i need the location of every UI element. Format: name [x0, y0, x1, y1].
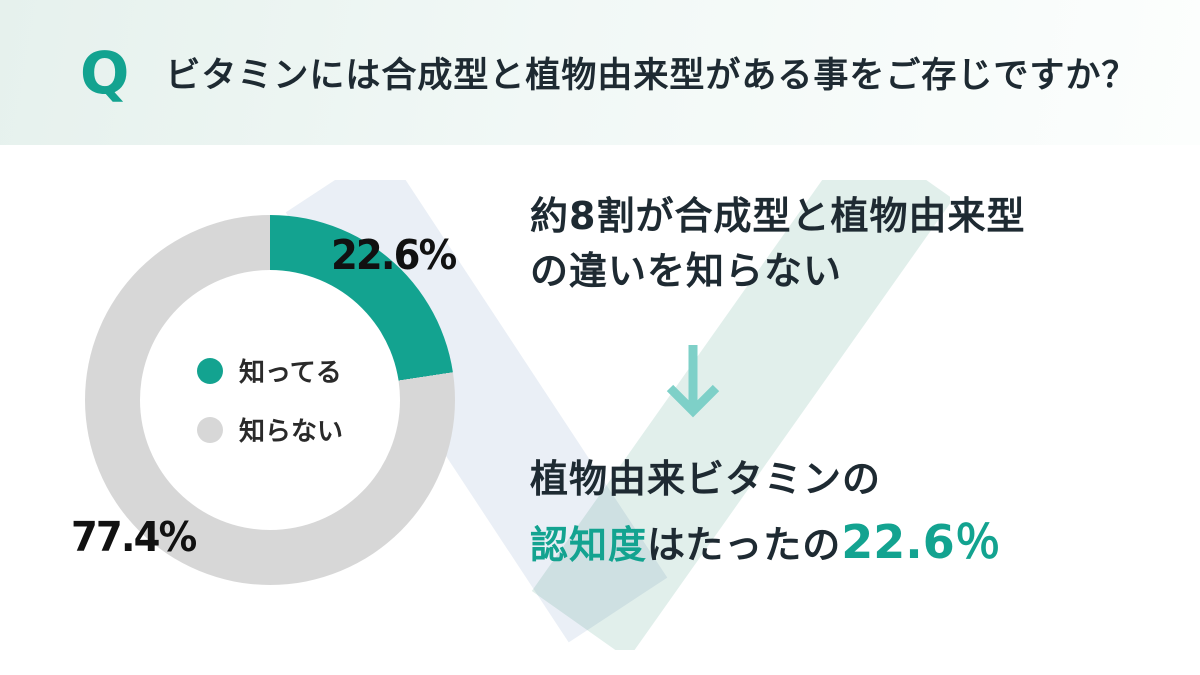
legend-label-know: 知ってる	[238, 358, 342, 388]
legend-dot-know-icon	[196, 357, 223, 384]
legend-label-dont-know: 知らない	[238, 417, 344, 447]
question-header: Q ビタミンには合成型と植物由来型がある事をご存じですか？	[0, 0, 1200, 145]
checkmark-decoration-icon	[285, 180, 950, 650]
insight-headline-line1: 約8割が合成型と植物由来型	[530, 194, 1026, 238]
question-text: ビタミンには合成型と植物由来型がある事をご存じですか？	[165, 56, 1138, 96]
q-mark: Q	[80, 38, 130, 107]
insight-conclusion: 植物由来ビタミンの 認知度はたったの22.6％	[530, 451, 1001, 577]
data-label-know: 22.6%	[331, 231, 457, 279]
data-label-dont-know: 77.4%	[71, 513, 197, 561]
donut-hole	[140, 270, 400, 530]
donut-chart: 知ってる 知らない 22.6% 77.4%	[71, 215, 457, 585]
conclusion-highlight-percentage: 22.6％	[841, 515, 1001, 569]
legend-item-dont-know: 知らない	[196, 411, 344, 448]
chart-legend: 知ってる 知らない	[196, 352, 344, 448]
conclusion-highlight-awareness: 認知度	[530, 523, 648, 567]
result-section: 知ってる 知らない 22.6% 77.4% 約8割が合成型と植物由来型 の違いを知…	[0, 145, 1200, 675]
conclusion-middle: はたったの	[647, 523, 842, 567]
legend-dot-dont-know-icon	[196, 416, 223, 443]
legend-item-know: 知ってる	[196, 352, 343, 389]
insight-headline: 約8割が合成型と植物由来型 の違いを知らない	[530, 189, 1025, 299]
down-arrow-icon	[660, 341, 726, 431]
conclusion-prefix: 植物由来ビタミンの	[530, 457, 882, 501]
insight-headline-line2: の違いを知らない	[530, 249, 843, 294]
